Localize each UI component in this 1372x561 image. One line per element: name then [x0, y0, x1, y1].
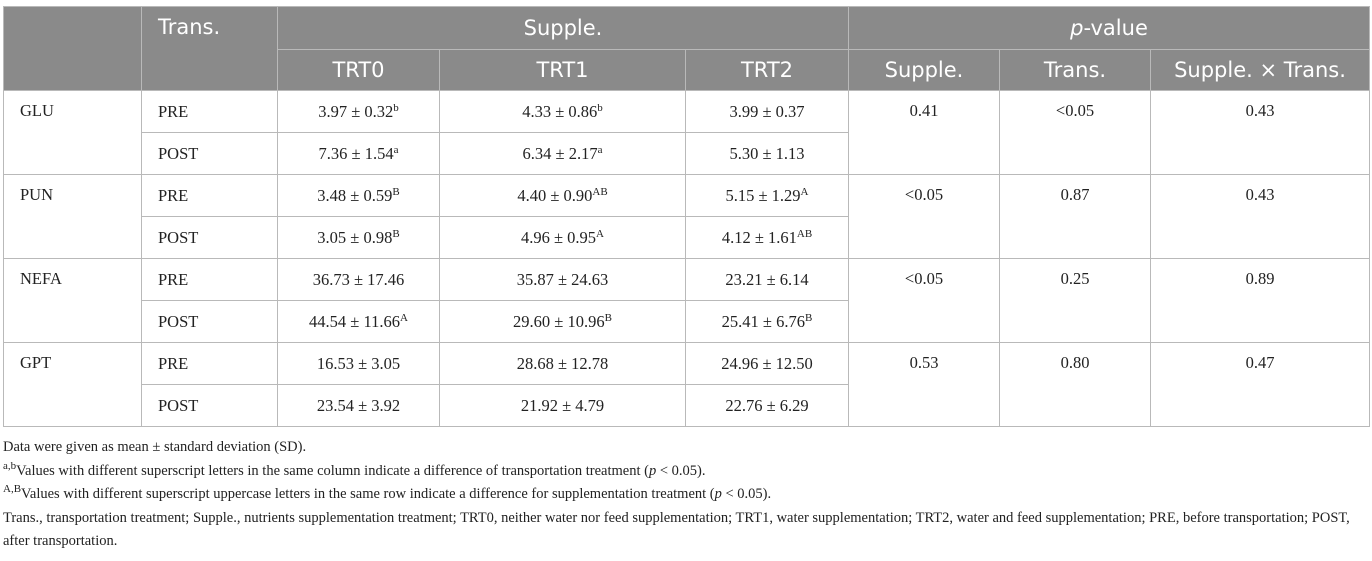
variable-label: GPT [3, 342, 142, 427]
value-cell: 23.54 ± 3.92 [277, 384, 440, 427]
p-supple-cell: 0.41 [848, 90, 1000, 175]
value-cell: 44.54 ± 11.66A [277, 300, 440, 343]
table-row: NEFA PRE 36.73 ± 17.46 35.87 ± 24.63 23.… [3, 258, 1371, 343]
value-cell: 5.15 ± 1.29A [685, 174, 849, 217]
p-interaction-cell: 0.43 [1149, 174, 1371, 259]
header-p-trans: Trans. [999, 49, 1151, 91]
data-table: Trans. Supple. p-value TRT0 TRT1 TRT2 Su… [3, 6, 1371, 427]
table-row: POST 7.36 ± 1.54a 6.34 ± 2.17a 5.30 ± 1.… [4, 132, 1370, 175]
value-cell: 24.96 ± 12.50 [685, 342, 849, 385]
value-cell: 3.05 ± 0.98B [277, 216, 440, 259]
value-cell: 35.87 ± 24.63 [439, 258, 686, 301]
table-row: GLU PRE 3.97 ± 0.32b 4.33 ± 0.86b 3.99 ±… [3, 90, 1371, 175]
value-cell: 4.96 ± 0.95A [439, 216, 686, 259]
p-trans-cell: 0.25 [999, 258, 1151, 343]
table-footnotes: Data were given as mean ± standard devia… [3, 436, 1369, 554]
p-interaction-cell: 0.89 [1149, 258, 1371, 343]
variable-label: NEFA [3, 258, 142, 343]
table-container: Trans. Supple. p-value TRT0 TRT1 TRT2 Su… [3, 6, 1371, 554]
value-cell: 4.40 ± 0.90AB [439, 174, 686, 217]
value-cell: 4.12 ± 1.61AB [685, 216, 849, 259]
p-trans-cell: <0.05 [999, 90, 1151, 175]
value-cell: 16.53 ± 3.05 [277, 342, 440, 385]
variable-label: GLU [3, 90, 142, 175]
value-cell: 21.92 ± 4.79 [439, 384, 686, 427]
value-cell: 28.68 ± 12.78 [439, 342, 686, 385]
header-pvalue-rest: -value [1083, 16, 1148, 40]
p-trans-cell: 0.87 [999, 174, 1151, 259]
p-supple-cell: <0.05 [848, 258, 1000, 343]
trans-label: PRE [141, 174, 278, 217]
table-row: POST 23.54 ± 3.92 21.92 ± 4.79 22.76 ± 6… [4, 384, 1370, 427]
p-supple-cell: <0.05 [848, 174, 1000, 259]
value-cell: 29.60 ± 10.96B [439, 300, 686, 343]
p-interaction-cell: 0.47 [1149, 342, 1371, 427]
table-row: GPT PRE 16.53 ± 3.05 28.68 ± 12.78 24.96… [3, 342, 1371, 427]
header-pvalue-group: p-value [847, 6, 1371, 50]
footnote-lowercase: a,bValues with different superscript let… [3, 459, 706, 479]
variable-label: PUN [3, 174, 142, 259]
value-cell: 36.73 ± 17.46 [277, 258, 440, 301]
value-cell: 4.33 ± 0.86b [439, 90, 686, 133]
value-cell: 23.21 ± 6.14 [685, 258, 849, 301]
footnote-sd: Data were given as mean ± standard devia… [3, 439, 307, 455]
value-cell: 3.99 ± 0.37 [685, 90, 849, 133]
p-trans-cell: 0.80 [999, 342, 1151, 427]
value-cell: 7.36 ± 1.54a [277, 132, 440, 175]
header-blank [3, 6, 142, 91]
trans-label: POST [141, 384, 278, 427]
value-cell: 5.30 ± 1.13 [685, 132, 849, 175]
trans-label: POST [141, 216, 278, 259]
header-trt1: TRT1 [439, 49, 686, 91]
value-cell: 22.76 ± 6.29 [685, 384, 849, 427]
value-cell: 25.41 ± 6.76B [685, 300, 849, 343]
trans-label: PRE [141, 258, 278, 301]
trans-label: PRE [141, 342, 278, 385]
header-trt2: TRT2 [685, 49, 849, 91]
footnote-uppercase: A,BValues with different superscript upp… [3, 483, 772, 503]
table-row: PUN PRE 3.48 ± 0.59B 4.40 ± 0.90AB 5.15 … [3, 174, 1371, 259]
value-cell: 6.34 ± 2.17a [439, 132, 686, 175]
header-trt0: TRT0 [277, 49, 440, 91]
value-cell: 3.97 ± 0.32b [277, 90, 440, 133]
header-p-supple: Supple. [848, 49, 1000, 91]
table-body: GLU PRE 3.97 ± 0.32b 4.33 ± 0.86b 3.99 ±… [3, 90, 1371, 427]
p-supple-cell: 0.53 [848, 342, 1000, 427]
trans-label: POST [141, 132, 278, 175]
header-p-interaction: Supple. × Trans. [1149, 49, 1371, 91]
footnote-abbreviations: Trans., transportation treatment; Supple… [3, 509, 1350, 550]
p-interaction-cell: 0.43 [1149, 90, 1371, 175]
trans-label: POST [141, 300, 278, 343]
header-trans: Trans. [141, 6, 278, 91]
trans-label: PRE [141, 90, 278, 133]
table-header: Trans. Supple. p-value TRT0 TRT1 TRT2 Su… [3, 6, 1371, 91]
header-pvalue-p: p [1070, 16, 1084, 40]
value-cell: 3.48 ± 0.59B [277, 174, 440, 217]
header-supple-group: Supple. [277, 6, 849, 50]
